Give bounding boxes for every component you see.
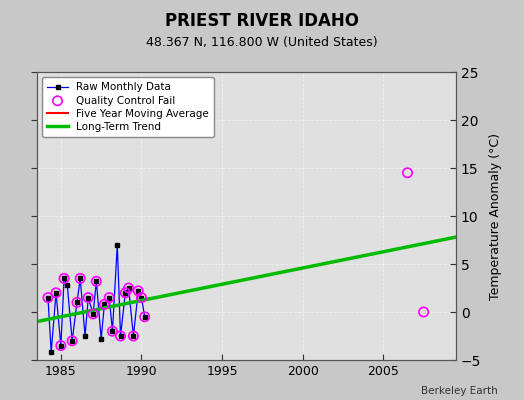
Raw Monthly Data xyxy=(90,312,96,316)
Raw Monthly Data xyxy=(93,279,100,284)
Quality Control Fail xyxy=(108,328,117,334)
Quality Control Fail xyxy=(105,294,113,301)
Text: 48.367 N, 116.800 W (United States): 48.367 N, 116.800 W (United States) xyxy=(146,36,378,49)
Raw Monthly Data xyxy=(85,295,91,300)
Raw Monthly Data xyxy=(138,295,145,300)
Quality Control Fail xyxy=(419,309,428,315)
Quality Control Fail xyxy=(89,311,97,317)
Quality Control Fail xyxy=(57,342,65,349)
Raw Monthly Data xyxy=(74,300,80,305)
Raw Monthly Data xyxy=(110,329,116,334)
Quality Control Fail xyxy=(76,275,84,282)
Quality Control Fail xyxy=(52,290,60,296)
Quality Control Fail xyxy=(124,285,133,291)
Raw Monthly Data xyxy=(61,276,67,281)
Raw Monthly Data xyxy=(48,350,54,355)
Raw Monthly Data xyxy=(114,242,121,247)
Text: Berkeley Earth: Berkeley Earth xyxy=(421,386,498,396)
Raw Monthly Data xyxy=(69,338,75,343)
Quality Control Fail xyxy=(44,294,52,301)
Legend: Raw Monthly Data, Quality Control Fail, Five Year Moving Average, Long-Term Tren: Raw Monthly Data, Quality Control Fail, … xyxy=(42,77,214,137)
Raw Monthly Data xyxy=(101,302,107,307)
Quality Control Fail xyxy=(116,333,125,339)
Quality Control Fail xyxy=(403,170,412,176)
Quality Control Fail xyxy=(134,288,143,294)
Raw Monthly Data xyxy=(117,334,124,338)
Raw Monthly Data xyxy=(58,343,64,348)
Quality Control Fail xyxy=(68,338,77,344)
Quality Control Fail xyxy=(60,275,68,282)
Raw Monthly Data xyxy=(141,314,148,319)
Raw Monthly Data xyxy=(82,334,88,338)
Raw Monthly Data xyxy=(77,276,83,281)
Raw Monthly Data xyxy=(122,290,128,295)
Quality Control Fail xyxy=(100,301,108,308)
Raw Monthly Data xyxy=(64,283,70,288)
Quality Control Fail xyxy=(84,294,92,301)
Quality Control Fail xyxy=(92,278,101,284)
Raw Monthly Data xyxy=(125,286,132,290)
Text: PRIEST RIVER IDAHO: PRIEST RIVER IDAHO xyxy=(165,12,359,30)
Quality Control Fail xyxy=(121,290,129,296)
Quality Control Fail xyxy=(137,294,146,301)
Raw Monthly Data xyxy=(135,288,141,293)
Quality Control Fail xyxy=(73,299,81,306)
Raw Monthly Data xyxy=(45,295,51,300)
Line: Raw Monthly Data: Raw Monthly Data xyxy=(46,243,146,354)
Quality Control Fail xyxy=(140,314,149,320)
Raw Monthly Data xyxy=(130,334,137,338)
Quality Control Fail xyxy=(129,333,138,339)
Raw Monthly Data xyxy=(106,295,112,300)
Y-axis label: Temperature Anomaly (°C): Temperature Anomaly (°C) xyxy=(489,132,503,300)
Raw Monthly Data xyxy=(98,336,104,341)
Raw Monthly Data xyxy=(53,290,59,295)
